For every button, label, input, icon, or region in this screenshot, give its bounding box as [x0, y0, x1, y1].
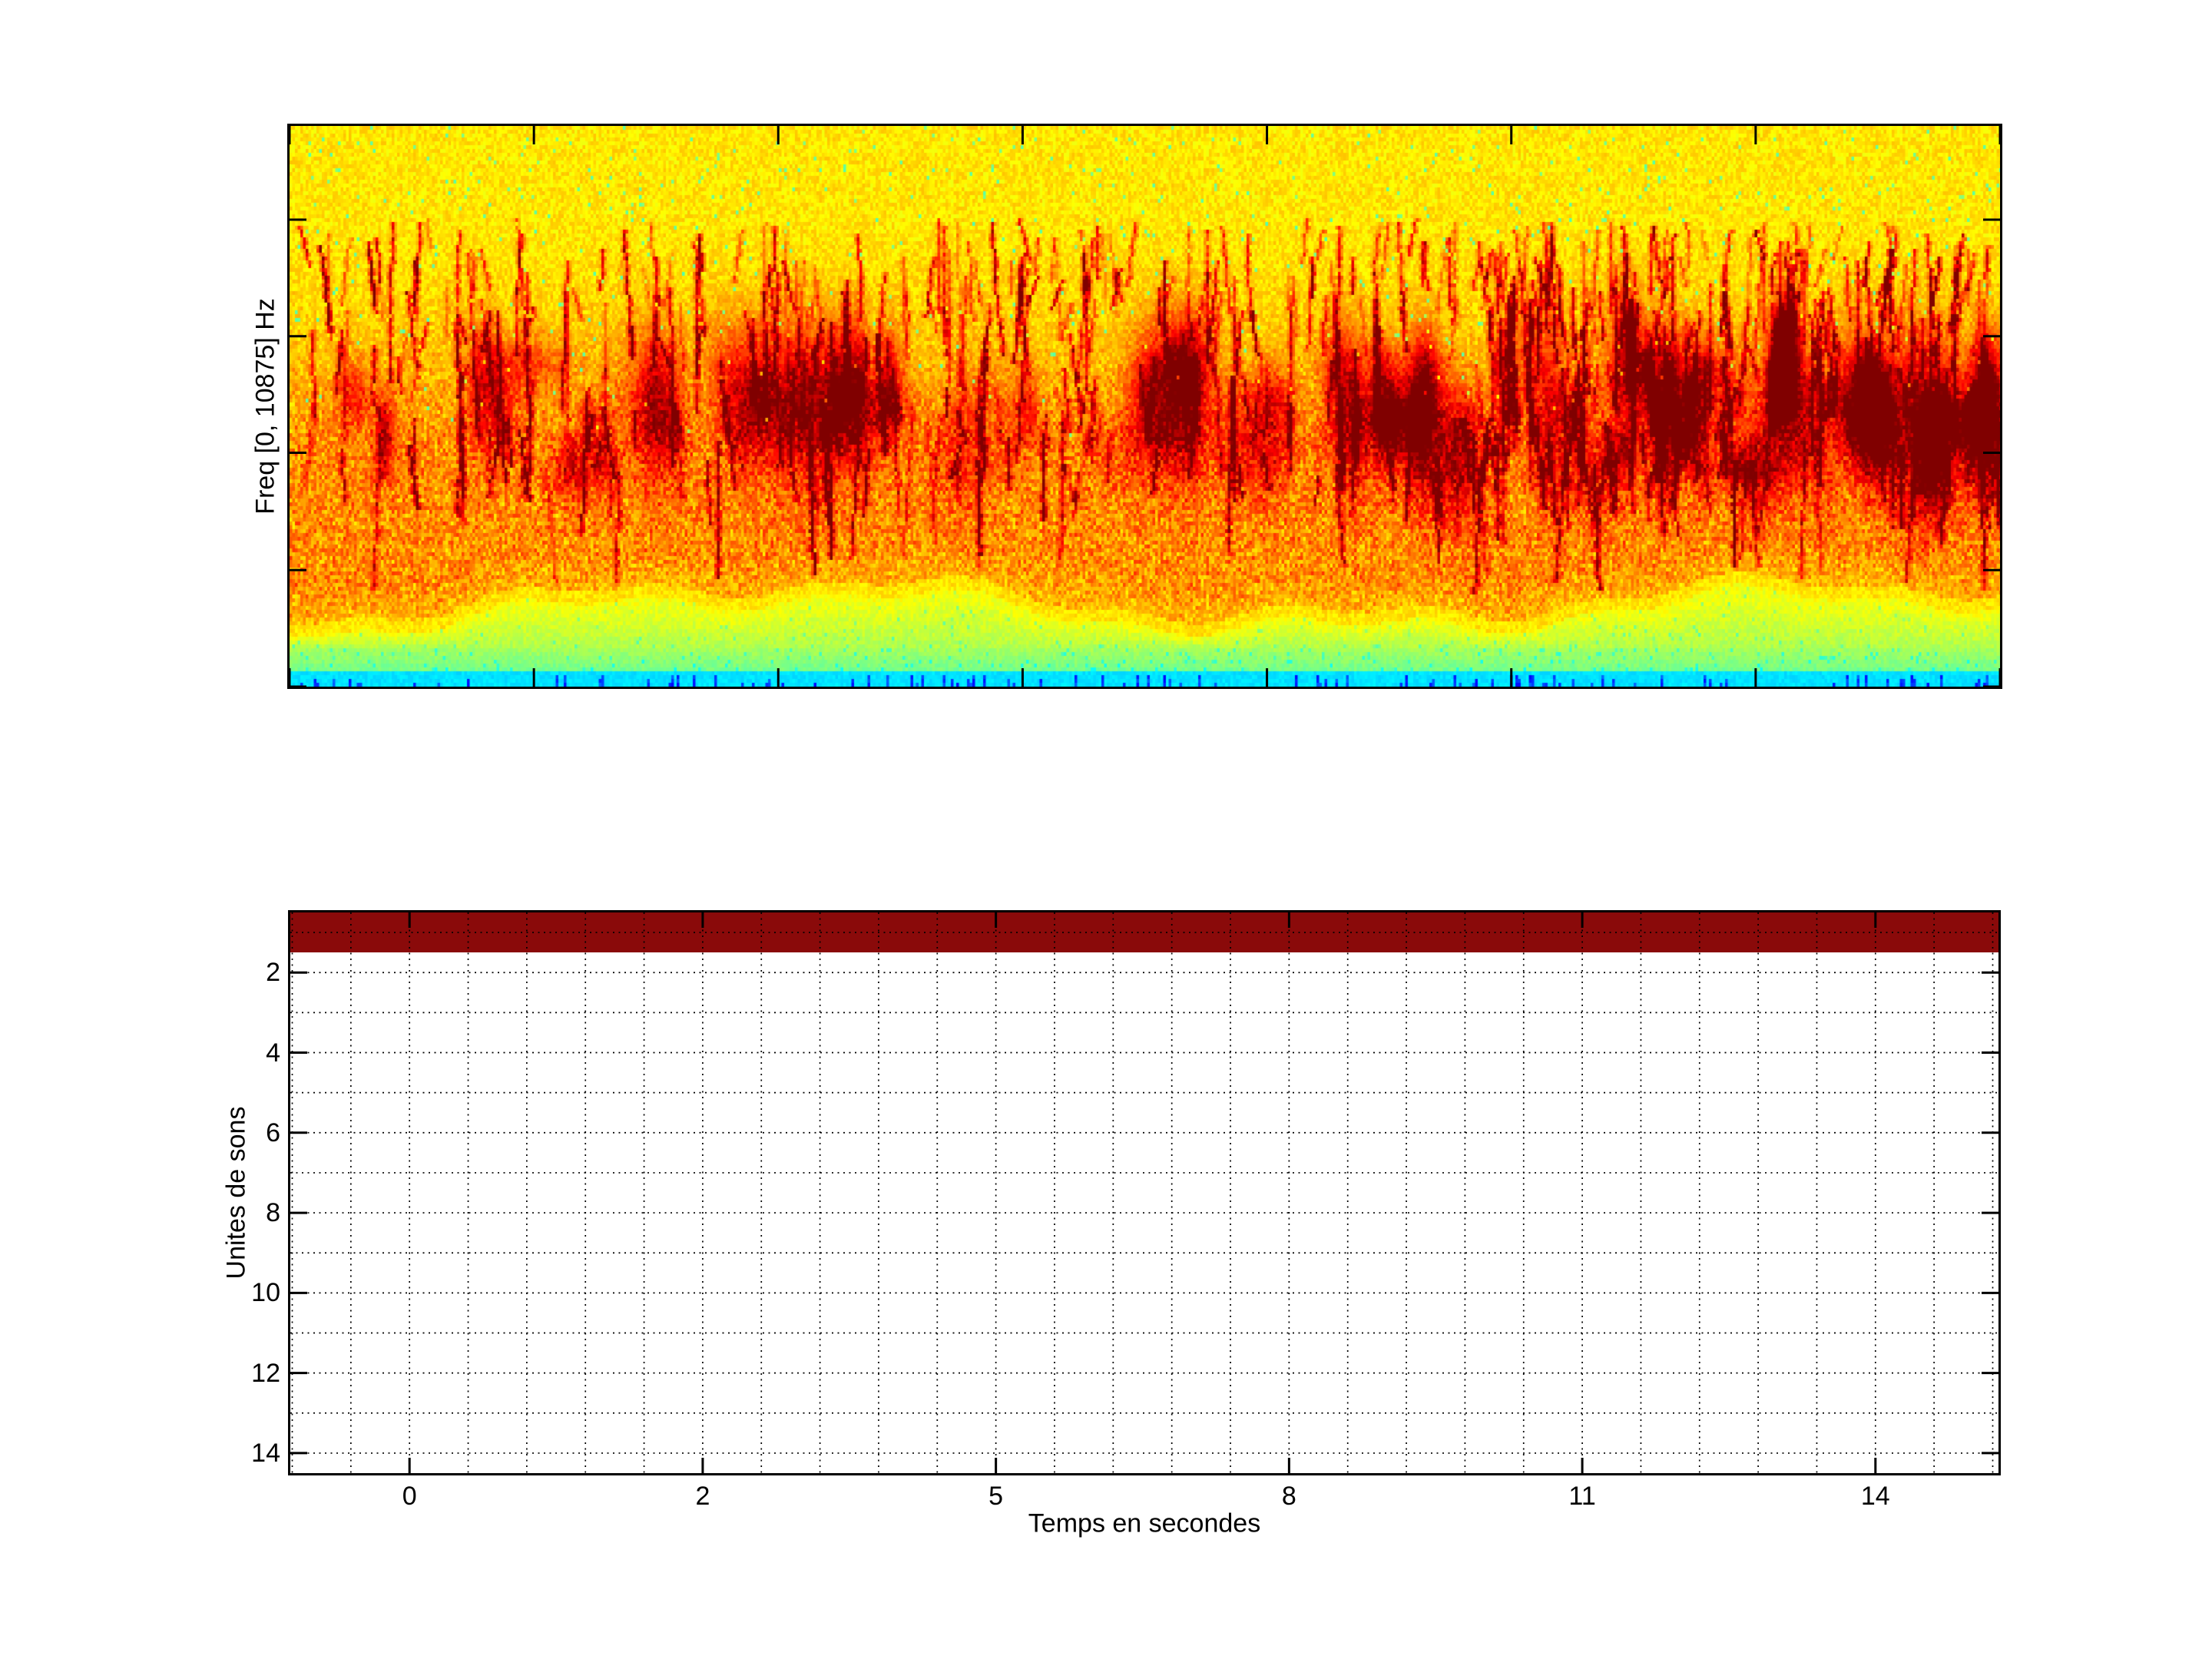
y-tick-label: 4 [266, 1038, 280, 1068]
y-tick-label: 6 [266, 1118, 280, 1147]
x-tick-label: 2 [695, 1482, 710, 1511]
y-tick-label: 14 [251, 1438, 280, 1468]
x-tick-label: 0 [402, 1482, 417, 1511]
sound-units-y-axis-label: Unites de sons [221, 1106, 251, 1280]
spectrogram-plot [287, 124, 2002, 689]
x-tick-label: 14 [1860, 1482, 1890, 1511]
spectrogram-ticks [290, 126, 2000, 687]
y-tick-label: 8 [266, 1198, 280, 1228]
y-tick-label: 12 [251, 1358, 280, 1388]
spectrogram-y-axis-label: Freq [0, 10875] Hz [250, 298, 280, 515]
x-tick-label: 5 [988, 1482, 1004, 1511]
x-tick-label: 8 [1281, 1482, 1296, 1511]
y-tick-label: 10 [251, 1278, 280, 1308]
y-tick-label: 2 [266, 958, 280, 988]
spectrogram-image [290, 126, 2000, 687]
sound-units-plot [288, 910, 2001, 1475]
grid-and-ticks [290, 912, 1998, 1473]
x-tick-label: 11 [1568, 1482, 1596, 1511]
time-x-axis-label: Temps en secondes [1028, 1508, 1261, 1538]
